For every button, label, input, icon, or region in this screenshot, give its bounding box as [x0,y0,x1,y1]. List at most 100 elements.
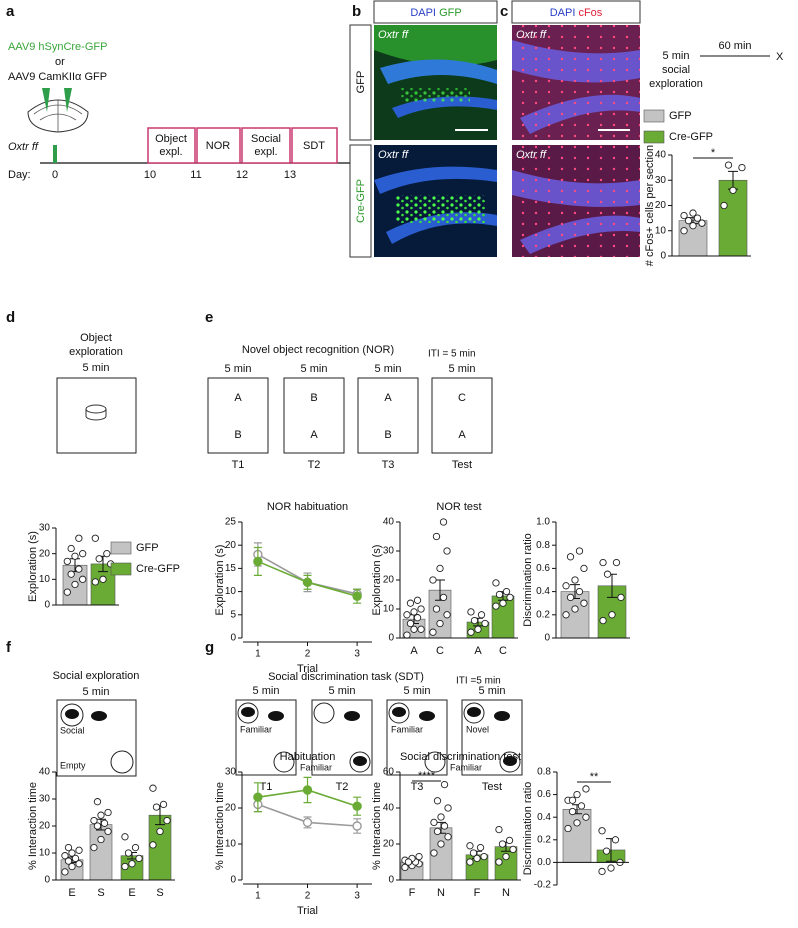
data-point [149,784,157,792]
row-label: Cre-GFP [355,179,367,223]
data-point [64,843,73,852]
data-point [433,797,442,805]
data-point [429,576,437,584]
data-point [608,611,616,619]
data-point [68,849,76,857]
data-point [498,840,507,848]
cup-label: Familiar [300,762,332,772]
data-point [79,550,87,558]
injection-mark [53,145,57,163]
data-point [97,811,105,819]
data-point [573,819,581,827]
data-point [480,852,488,861]
data-point [440,780,449,789]
cup [313,702,335,724]
y-tick-label: 0.4 [536,586,550,597]
data-point [470,616,479,625]
x-tick-label: 3 [354,649,360,660]
object [85,404,107,414]
trial-time: 5 min [404,685,431,697]
data-point [404,858,413,866]
data-point [71,580,79,589]
data-point [562,582,570,590]
day-number: 12 [236,169,248,181]
y-axis-label: # cFos+ cells per section [644,145,656,266]
data-point [607,864,615,872]
panel-letter: a [6,3,15,20]
x-tick-label: F [474,887,481,899]
data-point [131,843,140,852]
x-tick-label: A [410,645,418,657]
image-label: Oxtr ff [378,29,409,41]
data-point [90,816,98,825]
y-tick-label: 0.4 [537,812,551,823]
data-point [477,611,486,619]
panel-letters: a b c d e f g [6,3,508,656]
data-point [437,840,445,848]
data-point [443,547,451,555]
day-number: 11 [190,169,201,181]
y-axis-label: Discrimination ratio [522,782,534,876]
trial-time: 5 min [375,363,402,375]
object-label: A [458,429,466,441]
trial-label: T2 [336,781,349,793]
data-point [429,628,437,636]
data-point [406,619,415,628]
micrograph-band [374,166,497,194]
significance: * [711,147,716,159]
object-label: A [384,392,392,404]
day-number: 0 [52,169,58,181]
legend-swatch [643,109,665,123]
data-point [91,534,99,542]
data-point [75,565,83,573]
mouse [91,711,107,721]
row-box [349,24,372,141]
trial-time: 5 min [225,363,252,375]
y-axis-label: % Interaction time [371,782,383,870]
image-label: Oxtr ff [378,149,409,161]
y-tick-label: 10 [655,225,667,236]
data-point [436,619,444,628]
data-point [502,852,510,861]
y-tick-label: 30 [383,546,395,557]
trial-label: Test [452,459,472,471]
y-tick-label: 20 [39,821,51,832]
object-label: C [458,392,466,404]
y-tick-label: 20 [225,803,237,814]
y-tick-label: 20 [39,548,51,559]
data-point [611,836,620,844]
x-tick-label: E [68,887,75,899]
y-tick-label: 0 [230,633,236,644]
data-point [152,803,161,811]
data-point [410,608,418,616]
data-point [466,858,474,866]
y-axis-label: Exploration (s) [27,531,39,602]
y-tick-label: 40 [39,767,51,778]
micrograph-band [380,59,497,84]
schematic-title: Social discrimination task (SDT) [268,671,424,683]
panel-a: AAV9 hSynCre-GFP or AAV9 CamKIIα GFP Oxt… [8,41,368,181]
stain: cFos [578,7,602,19]
legend-swatch [643,130,665,144]
trial-label: T2 [308,459,321,471]
timeline-text: X [776,51,784,63]
mouse [392,707,406,717]
chart-title: Habituation [280,751,336,763]
x-tick-label: A [474,645,482,657]
data-point [90,843,98,852]
row-box [349,144,372,258]
stage-box [147,127,196,164]
data-point [506,593,514,602]
data-point [95,555,103,563]
data-point [440,822,449,830]
micrograph-cells [512,25,640,140]
panel-b: DAPI GFP GFP Cre-GFP Oxtr ff Oxtr ff [349,0,498,258]
image-label: Oxtr ff [516,149,547,161]
data-point [505,836,514,845]
micrograph-cells [400,88,470,102]
stage-label: Object expl. [155,133,187,158]
x-tick-label: 2 [305,649,311,660]
cup-label: Empty [60,760,86,770]
y-axis-label: Exploration (s) [214,545,226,616]
